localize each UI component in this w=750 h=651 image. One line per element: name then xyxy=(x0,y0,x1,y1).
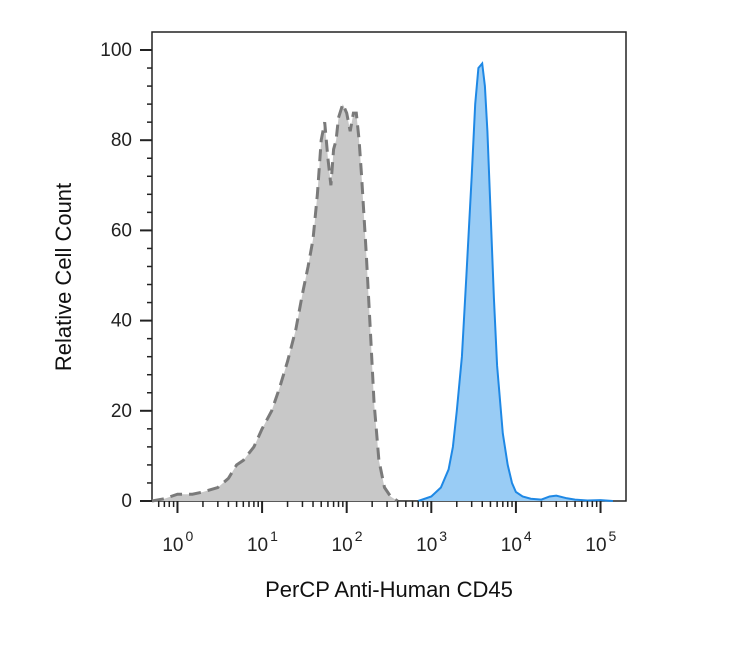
y-tick-label-100: 100 xyxy=(100,40,132,61)
y-tick-label-0: 0 xyxy=(121,491,132,512)
x-tick-exponent-2: 2 xyxy=(355,528,363,544)
x-tick-label-1: 10 xyxy=(247,535,268,556)
x-tick-label-3: 10 xyxy=(416,535,437,556)
x-tick-exponent-5: 5 xyxy=(609,528,617,544)
series-2-area xyxy=(418,63,613,501)
x-axis-title: PerCP Anti-Human CD45 xyxy=(265,577,513,602)
x-tick-label-0: 10 xyxy=(162,535,183,556)
y-axis-title: Relative Cell Count xyxy=(51,183,76,371)
plot-frame xyxy=(151,31,627,502)
series-1-area xyxy=(152,104,398,501)
x-tick-label-5: 10 xyxy=(585,535,606,556)
y-tick-label-80: 80 xyxy=(111,130,132,151)
y-tick-label-60: 60 xyxy=(111,220,132,241)
x-tick-exponent-4: 4 xyxy=(524,528,532,544)
y-tick-label-40: 40 xyxy=(111,311,132,332)
x-tick-label-2: 10 xyxy=(332,535,353,556)
x-tick-exponent-1: 1 xyxy=(270,528,278,544)
series-1-line xyxy=(151,99,399,503)
x-tick-label-4: 10 xyxy=(501,535,522,556)
x-tick-exponent-0: 0 xyxy=(185,528,193,544)
x-tick-exponent-3: 3 xyxy=(439,528,447,544)
series-layer xyxy=(151,61,613,503)
y-tick-label-20: 20 xyxy=(111,401,132,422)
series-2-line xyxy=(417,61,613,502)
